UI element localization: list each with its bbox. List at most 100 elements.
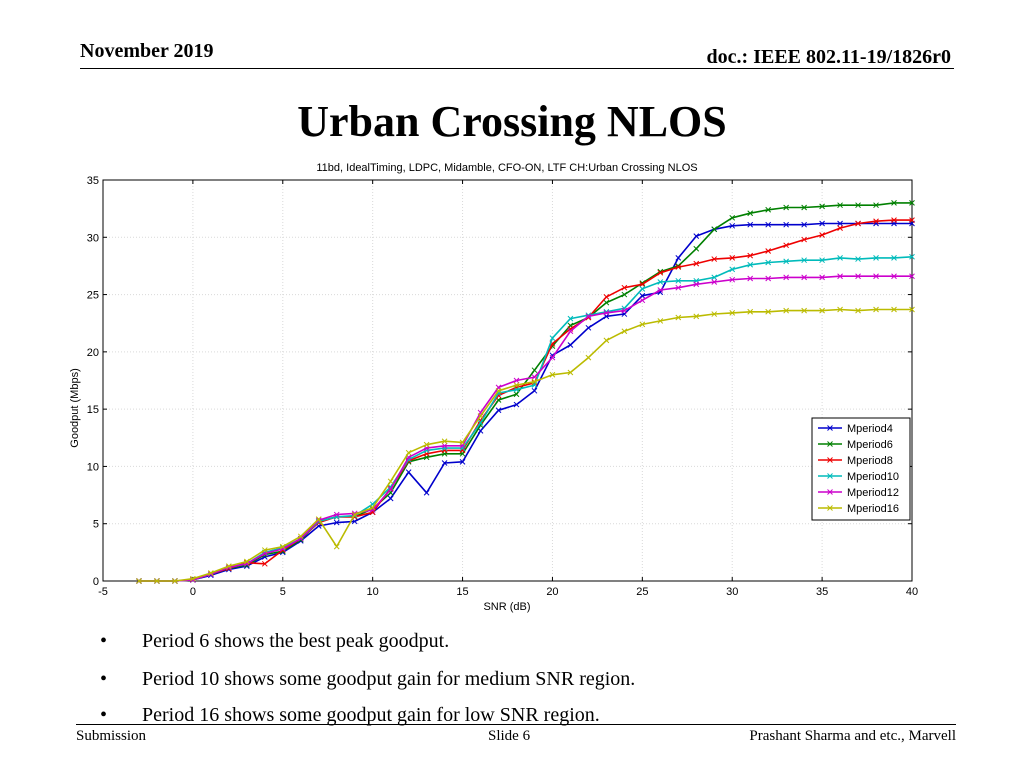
data-point-marker <box>387 495 394 502</box>
data-point-marker <box>279 543 286 550</box>
data-point-marker <box>909 273 915 280</box>
data-point-marker <box>639 281 646 288</box>
data-point-marker <box>423 489 430 496</box>
goodput-chart: 11bd, IdealTiming, LDPC, Midamble, CFO-O… <box>69 162 918 613</box>
data-point-marker <box>585 354 592 361</box>
data-point-marker <box>567 326 574 332</box>
data-point-marker <box>801 236 807 243</box>
data-point-marker <box>891 217 897 223</box>
data-point-marker <box>819 257 825 264</box>
bullet-text: Period 10 shows some goodput gain for me… <box>142 668 636 690</box>
bullet-dot: • <box>100 704 108 726</box>
data-point-marker <box>675 314 682 321</box>
data-point-marker <box>837 202 843 209</box>
series-line <box>139 222 912 582</box>
header-date: November 2019 <box>80 40 214 62</box>
data-point-marker <box>297 533 304 540</box>
data-point-marker <box>873 202 879 209</box>
data-point-marker <box>675 264 682 270</box>
data-point-marker <box>603 294 610 300</box>
data-point-marker <box>819 232 825 238</box>
data-point-marker <box>369 507 376 513</box>
data-point-marker <box>873 306 879 313</box>
data-point-marker <box>513 386 520 393</box>
data-point-marker <box>819 274 825 281</box>
slide-title: Urban Crossing NLOS <box>297 97 727 146</box>
x-tick-label: 5 <box>280 586 286 598</box>
data-point-marker <box>711 256 718 262</box>
data-point-marker <box>603 310 610 316</box>
data-point-marker <box>729 214 736 221</box>
data-point-marker <box>513 382 520 388</box>
data-point-marker <box>891 255 897 261</box>
data-point-marker <box>765 259 772 266</box>
data-point-marker <box>747 221 754 228</box>
data-point-marker <box>675 255 682 261</box>
legend-entry: Mperiod10 <box>818 471 899 483</box>
data-point-marker <box>297 535 304 542</box>
legend-entry: Mperiod8 <box>818 455 893 467</box>
data-point-marker <box>855 273 861 280</box>
legend-label: Mperiod8 <box>847 455 893 467</box>
data-point-marker <box>549 340 556 347</box>
data-point-marker <box>819 220 825 227</box>
data-point-marker <box>783 242 790 249</box>
data-point-marker <box>783 274 790 281</box>
data-point-marker <box>729 310 736 316</box>
data-point-marker <box>567 369 574 376</box>
series-mperiod12 <box>136 273 915 584</box>
series-mperiod8 <box>136 217 915 584</box>
header-doc-id: doc.: IEEE 802.11-19/1826r0 <box>706 46 951 68</box>
data-point-marker <box>369 504 376 511</box>
data-point-marker <box>495 407 502 414</box>
data-point-marker <box>567 342 574 348</box>
data-point-marker <box>675 284 682 291</box>
x-tick-label: 10 <box>367 586 379 598</box>
data-point-marker <box>765 221 772 228</box>
data-point-marker <box>405 449 412 456</box>
y-tick-label: 5 <box>93 519 99 531</box>
data-point-marker <box>657 287 664 293</box>
data-point-marker <box>765 275 772 282</box>
footer-rule <box>76 724 956 725</box>
data-point-marker <box>909 253 915 260</box>
data-point-marker <box>819 203 825 210</box>
x-tick-label: 25 <box>636 586 648 598</box>
data-point-marker <box>621 307 628 314</box>
data-point-marker <box>585 324 592 331</box>
data-point-marker <box>531 387 538 394</box>
data-point-marker <box>261 547 268 553</box>
data-point-marker <box>783 221 790 228</box>
data-point-marker <box>837 273 843 280</box>
x-tick-label: 15 <box>456 586 468 598</box>
data-point-marker <box>855 202 861 209</box>
data-point-marker <box>477 420 484 426</box>
legend-entry: Mperiod6 <box>818 439 893 451</box>
data-point-marker <box>477 428 484 434</box>
data-point-marker <box>136 578 142 584</box>
data-point-marker <box>657 269 664 276</box>
data-point-marker <box>711 274 718 281</box>
data-point-marker <box>783 204 790 211</box>
data-point-marker <box>333 519 340 526</box>
data-point-marker <box>693 245 700 252</box>
bullet-dot: • <box>100 668 108 690</box>
series-mperiod4 <box>136 220 915 584</box>
data-point-marker <box>172 578 178 584</box>
chart-title: 11bd, IdealTiming, LDPC, Midamble, CFO-O… <box>316 162 697 174</box>
legend-entry: Mperiod16 <box>818 503 899 515</box>
y-tick-label: 35 <box>87 175 99 187</box>
data-point-marker <box>909 306 915 313</box>
data-point-marker <box>423 447 430 454</box>
data-point-marker <box>711 226 718 233</box>
data-point-marker <box>315 516 322 522</box>
y-tick-label: 20 <box>87 347 99 359</box>
data-point-marker <box>567 315 574 322</box>
data-point-marker <box>657 318 664 324</box>
data-point-marker <box>513 401 520 408</box>
series-line <box>139 275 912 582</box>
x-tick-label: 35 <box>816 586 828 598</box>
data-point-marker <box>855 307 861 314</box>
bullet-text: Period 16 shows some goodput gain for lo… <box>142 704 600 726</box>
